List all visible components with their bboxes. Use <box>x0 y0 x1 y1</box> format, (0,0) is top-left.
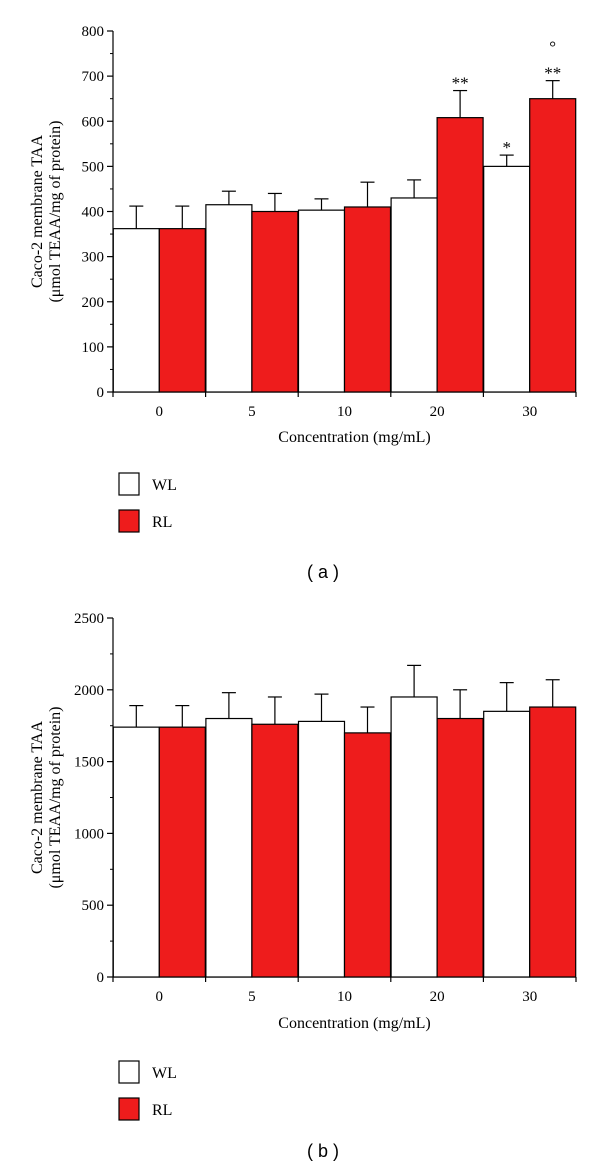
b-y-tick-label: 500 <box>82 898 105 914</box>
a-x-axis-title: Concentration (mg/mL) <box>278 429 430 446</box>
b-legend-swatch-wl <box>118 1060 140 1084</box>
b-x-axis-title: Concentration (mg/mL) <box>278 1015 430 1032</box>
a-bar-rl <box>436 117 484 393</box>
b-bar-wl <box>483 710 531 978</box>
b-bar-rl <box>529 706 577 978</box>
b-x-tick-label: 5 <box>248 989 256 1005</box>
a-y-tick-label: 500 <box>82 159 105 175</box>
a-y-tick-label: 600 <box>82 114 105 130</box>
a-x-tick-label: 0 <box>156 404 164 420</box>
a-bar-wl <box>390 197 438 393</box>
a-bar-rl <box>158 228 206 393</box>
b-y-tick-label: 2000 <box>74 683 104 699</box>
a-y-axis-title-line1: Caco-2 membrane TAA <box>29 135 46 288</box>
b-y-tick-label: 1500 <box>74 755 104 771</box>
b-y-axis-title-line2: (μmol TEAA/mg of protein) <box>47 706 64 888</box>
a-bar-rl <box>343 206 392 393</box>
b-bar-rl <box>158 726 206 978</box>
b-legend-label-wl: WL <box>152 1065 177 1082</box>
a-significance-marker: ** <box>452 74 469 93</box>
b-bar-rl <box>436 717 484 978</box>
a-legend-label-rl: RL <box>152 514 172 531</box>
a-bar-wl <box>483 165 531 393</box>
b-x-tick-label: 0 <box>156 989 164 1005</box>
b-panel-label: ( b ) <box>307 1141 339 1161</box>
a-y-tick-label: 200 <box>82 295 105 311</box>
a-bar-wl <box>112 228 160 393</box>
b-y-tick-label: 1000 <box>74 826 104 842</box>
a-bar-rl <box>251 210 299 393</box>
a-y-tick-label: 800 <box>82 24 105 40</box>
b-legend-label-rl: RL <box>152 1102 172 1119</box>
a-x-tick-label: 5 <box>248 404 256 420</box>
b-x-tick-label: 10 <box>337 989 352 1005</box>
b-legend-swatch-rl <box>118 1097 140 1121</box>
a-bar-wl <box>297 209 346 393</box>
a-x-tick-label: 10 <box>337 404 352 420</box>
a-significance-marker: ° <box>549 38 556 57</box>
a-significance-marker: * <box>502 138 511 157</box>
a-legend-label-wl: WL <box>152 477 177 494</box>
a-y-tick-label: 300 <box>82 250 105 266</box>
b-bar-wl <box>205 717 253 978</box>
a-x-tick-label: 30 <box>522 404 537 420</box>
a-y-tick-label: 100 <box>82 340 105 356</box>
a-y-tick-label: 0 <box>97 385 105 401</box>
a-significance-marker: ** <box>544 64 561 83</box>
chart-b: 0 500 1000 1500 2000 2500 0 5 10 20 30 Caco-2 membr… <box>29 611 577 1161</box>
b-y-axis-title-line1: Caco-2 membrane TAA <box>29 721 46 874</box>
a-legend-swatch-wl <box>118 472 140 496</box>
a-legend-swatch-rl <box>118 509 140 533</box>
a-y-tick-label: 700 <box>82 69 105 85</box>
b-bar-wl <box>390 696 438 978</box>
a-y-tick-label: 400 <box>82 205 105 221</box>
a-bar-wl <box>205 204 253 393</box>
b-bar-wl <box>297 720 346 978</box>
b-x-tick-label: 20 <box>430 989 445 1005</box>
a-panel-label: ( a ) <box>307 562 339 582</box>
b-y-tick-label: 0 <box>97 970 105 986</box>
b-bar-rl <box>343 732 392 978</box>
b-x-tick-label: 30 <box>522 989 537 1005</box>
a-bar-rl <box>529 98 577 393</box>
b-bar-wl <box>112 726 160 978</box>
a-x-tick-label: 20 <box>430 404 445 420</box>
b-bar-rl <box>251 723 299 978</box>
a-y-axis-title-line2: (μmol TEAA/mg of protein) <box>47 120 64 302</box>
b-y-tick-label: 2500 <box>74 611 104 627</box>
